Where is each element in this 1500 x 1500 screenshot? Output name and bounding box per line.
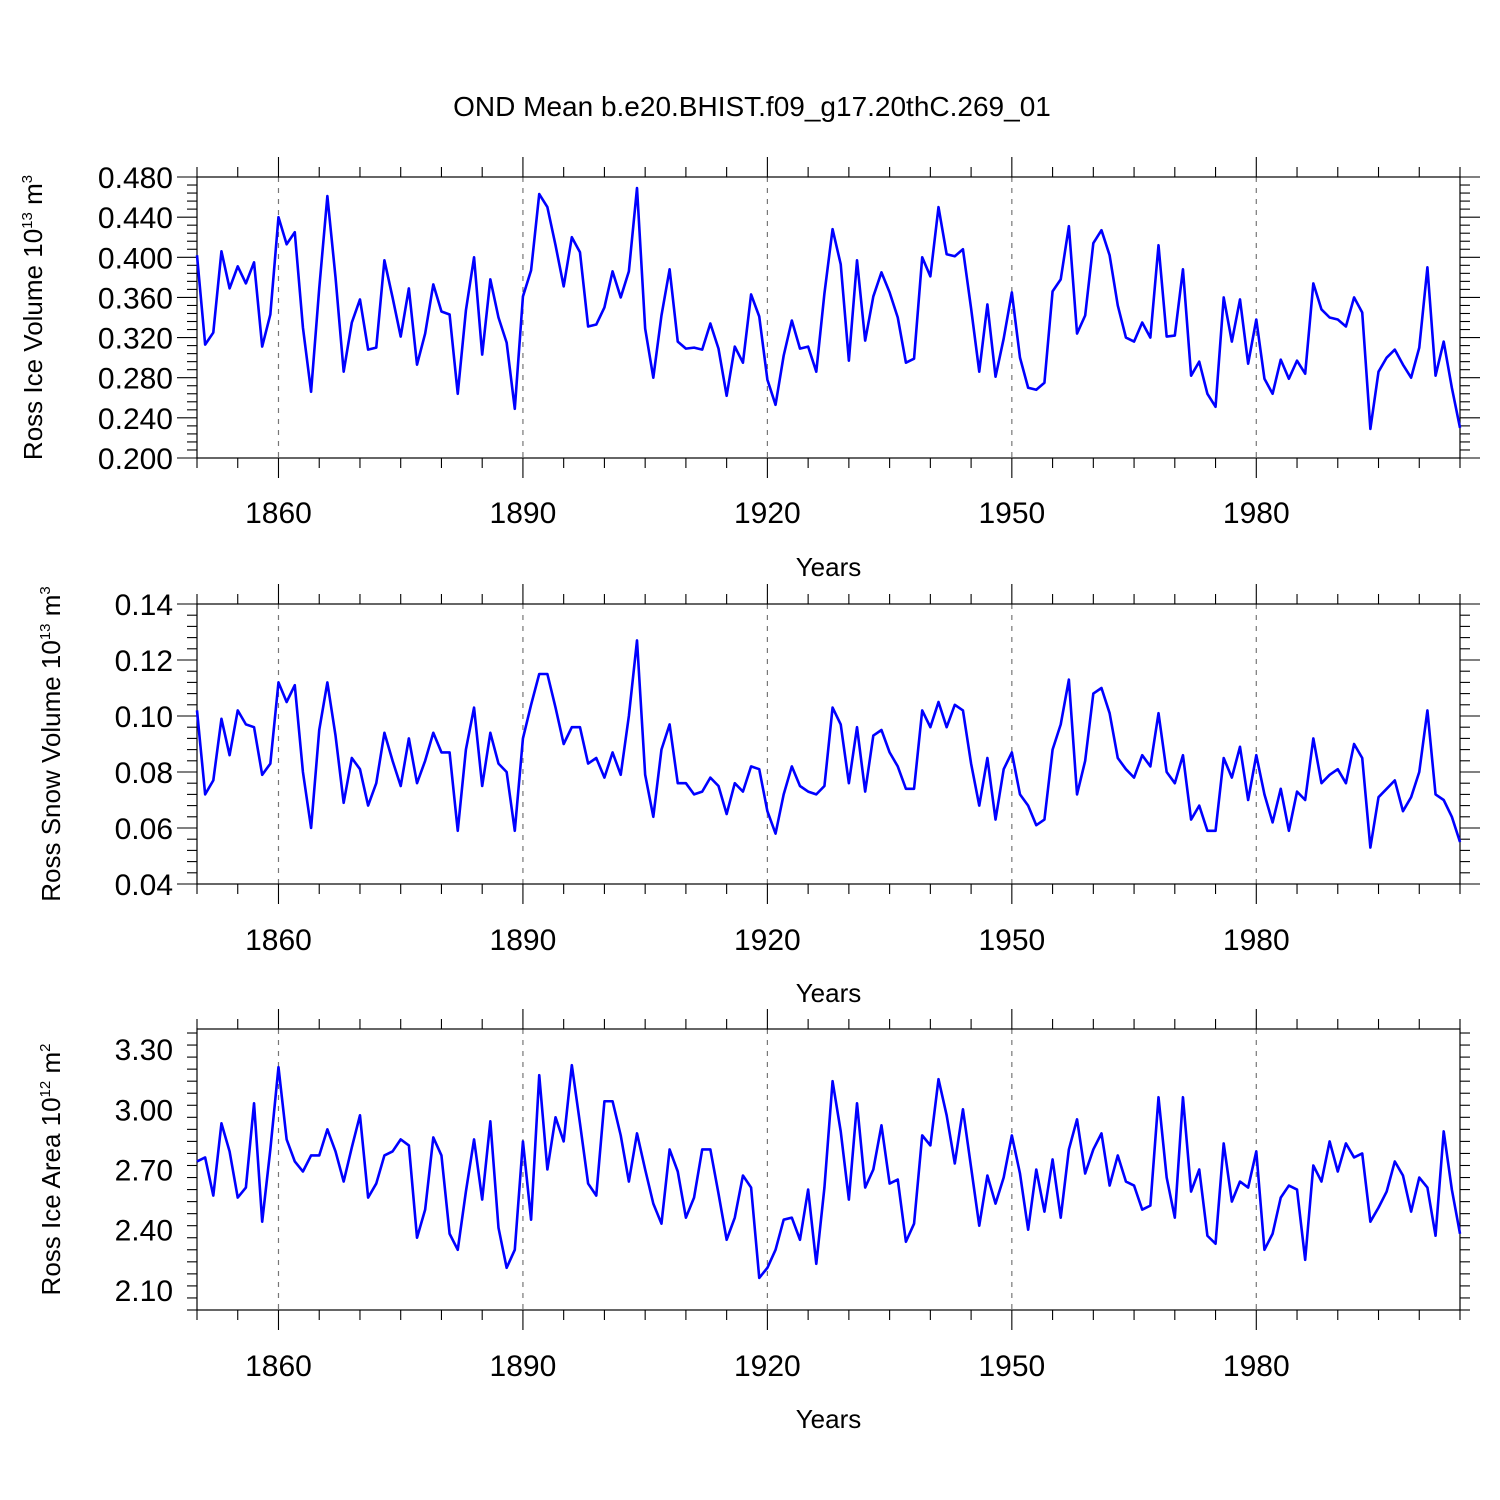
y-axis-label-ylabel-exp: 13: [37, 623, 54, 640]
plot-frame: [196, 603, 1461, 885]
y-tick-label: 3.30: [115, 1034, 173, 1067]
y-axis-label: Ross Snow Volume 1013 m3: [36, 586, 66, 902]
plot-frame: [196, 1028, 1461, 1311]
y-tick-label: 0.240: [98, 403, 173, 436]
y-axis-label: Ross Ice Volume 1013 m3: [18, 175, 48, 460]
panel-ross-snow-volume: 0.04 0.06 0.08 0.10 0.12 0.14 1860 1890 1920 1950…: [36, 584, 1480, 1008]
y-axis-label-ylabel-main: Ross Ice Area 10: [36, 1097, 66, 1295]
x-tick-label: 1920: [734, 1350, 801, 1383]
panel-ross-ice-area: 2.10 2.40 2.70 3.00 3.30 1860 1890 1920 1950 1980…: [36, 1009, 1470, 1434]
x-axis-label: Years: [796, 552, 862, 582]
y-axis-label-ylabel-unit: m: [18, 183, 48, 212]
y-axis-label-ylabel-exp: 12: [37, 1081, 54, 1098]
y-tick-label: 3.00: [115, 1094, 173, 1127]
y-tick-label: 0.12: [115, 645, 173, 678]
y-tick-label: 2.40: [115, 1215, 173, 1248]
x-tick-label: 1890: [490, 1350, 557, 1383]
y-axis-label-ylabel-unit: m: [36, 595, 66, 624]
y-tick-label: 0.200: [98, 443, 173, 476]
y-axis-label-ylabel-main: Ross Snow Volume 10: [36, 640, 66, 902]
y-tick-label: 0.360: [98, 282, 173, 315]
y-tick-label: 0.06: [115, 813, 173, 846]
y-axis-label-ylabel-unit: m: [36, 1052, 66, 1081]
plot-frame: [196, 176, 1461, 459]
y-tick-label: 0.10: [115, 701, 173, 734]
x-tick-label: 1920: [734, 924, 801, 957]
y-axis-label-ylabel-unit-exp: 3: [19, 175, 36, 183]
y-tick-label: 2.70: [115, 1155, 173, 1188]
x-tick-label: 1860: [245, 924, 312, 957]
x-tick-label: 1890: [490, 924, 557, 957]
y-tick-label: 2.10: [115, 1275, 173, 1308]
series-line: [195, 639, 1462, 849]
y-tick-label: 0.280: [98, 363, 173, 396]
y-tick-label: 0.440: [98, 202, 173, 235]
x-tick-label: 1980: [1223, 924, 1290, 957]
y-axis-label: Ross Ice Area 1012 m2: [36, 1044, 66, 1296]
y-axis-label-ylabel-main: Ross Ice Volume 10: [18, 229, 48, 460]
series-line: [195, 186, 1462, 431]
y-tick-label: 0.400: [98, 242, 173, 275]
y-tick-label: 0.480: [98, 162, 173, 195]
x-tick-label: 1890: [490, 497, 557, 530]
x-tick-label: 1950: [978, 924, 1045, 957]
y-tick-label: 0.320: [98, 323, 173, 356]
y-tick-label: 0.04: [115, 869, 173, 902]
y-axis-label-ylabel-exp: 13: [19, 212, 36, 229]
y-tick-label: 0.14: [115, 589, 173, 622]
x-tick-label: 1860: [245, 497, 312, 530]
x-tick-label: 1860: [245, 1350, 312, 1383]
y-axis-label-ylabel-unit-exp: 3: [37, 586, 54, 594]
x-tick-label: 1980: [1223, 497, 1290, 530]
x-tick-label: 1920: [734, 497, 801, 530]
x-axis-label: Years: [796, 978, 862, 1008]
x-axis-label: Years: [796, 1404, 862, 1434]
x-tick-label: 1950: [978, 1350, 1045, 1383]
figure-title: OND Mean b.e20.BHIST.f09_g17.20thC.269_0…: [453, 91, 1051, 122]
x-tick-label: 1950: [978, 497, 1045, 530]
x-tick-label: 1980: [1223, 1350, 1290, 1383]
series-line: [196, 1063, 1462, 1280]
y-tick-label: 0.08: [115, 757, 173, 790]
y-axis-label-ylabel-unit-exp: 2: [37, 1044, 54, 1052]
panel-ross-ice-volume: 0.200 0.240 0.280 0.320 0.360 0.400 0.440 0.480…: [18, 157, 1480, 582]
